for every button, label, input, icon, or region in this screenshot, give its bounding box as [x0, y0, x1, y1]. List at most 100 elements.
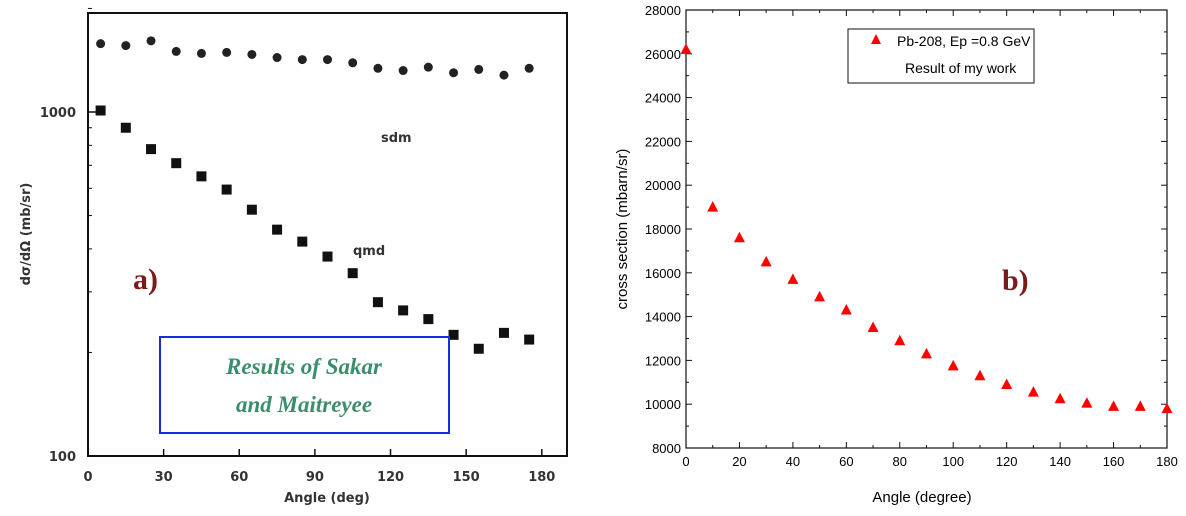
data-point-qmd — [347, 268, 358, 279]
data-point-triangle — [1134, 400, 1146, 411]
data-point-triangle — [760, 255, 772, 267]
note-line-1: Results of Sakar — [225, 354, 383, 379]
data-point-sdm — [121, 41, 131, 51]
data-point-triangle — [787, 273, 799, 284]
b-y-tick-label: 26000 — [645, 47, 681, 62]
data-point-sdm — [524, 63, 534, 73]
b-x-tick-label: 100 — [942, 454, 964, 469]
data-point-qmd — [246, 204, 257, 215]
panel-a-y-axis-label: dσ/dΩ (mb/sr) — [19, 183, 34, 286]
legend-box — [847, 28, 1035, 84]
data-point-qmd — [398, 305, 409, 316]
data-point-qmd — [473, 343, 484, 354]
b-x-tick-label: 120 — [996, 454, 1018, 469]
a-x-tick-label: 180 — [528, 470, 555, 485]
data-point-triangle — [1161, 402, 1173, 414]
data-point-qmd — [120, 122, 131, 133]
b-x-tick-label: 0 — [682, 454, 689, 469]
a-x-tick-label: 150 — [453, 470, 480, 485]
panel-a-plot-frame — [87, 12, 568, 457]
panel-b-tick-labels: 0 20 40 60 80 100 120 140 160 180 8000 10000 12000 14… — [645, 3, 1178, 469]
panel-a-tick-labels: 0 30 60 90 120 150 180 100 1000 — [40, 106, 556, 485]
b-x-tick-label: 20 — [732, 454, 746, 469]
data-point-sdm — [348, 58, 358, 68]
data-point-sdm — [196, 48, 206, 58]
legend-marker-triangle — [871, 34, 881, 44]
b-y-tick-label: 28000 — [645, 3, 681, 18]
b-y-tick-label: 14000 — [645, 310, 681, 325]
panel-a-ticks — [87, 7, 543, 457]
b-y-tick-label: 20000 — [645, 178, 681, 193]
a-x-tick-label: 30 — [155, 470, 173, 485]
data-point-sdm — [247, 49, 257, 59]
data-point-triangle — [974, 369, 986, 381]
b-x-tick-label: 60 — [839, 454, 853, 469]
b-x-tick-label: 40 — [786, 454, 800, 469]
b-x-tick-label: 180 — [1156, 454, 1178, 469]
b-x-tick-label: 80 — [893, 454, 907, 469]
a-x-tick-label: 90 — [306, 470, 324, 485]
b-y-tick-label: 24000 — [645, 91, 681, 106]
panel-a-label: a) — [133, 263, 158, 296]
a-y-tick-label: 100 — [49, 450, 76, 465]
panel-a-x-axis-label: Angle (deg) — [284, 491, 370, 506]
data-point-qmd — [297, 236, 308, 247]
a-x-tick-label: 0 — [83, 470, 92, 485]
panel-a-data-marks — [95, 36, 535, 354]
data-point-triangle — [707, 201, 719, 212]
data-point-sdm — [171, 46, 181, 56]
data-point-triangle — [1054, 392, 1066, 404]
data-point-qmd — [196, 171, 207, 182]
data-point-sdm — [423, 62, 433, 72]
data-point-sdm — [323, 55, 332, 65]
b-y-tick-label: 22000 — [645, 134, 681, 149]
data-point-qmd — [146, 144, 157, 155]
panel-b-data-marks — [680, 43, 1173, 414]
data-point-triangle — [867, 321, 879, 333]
panel-b-label: b) — [1002, 264, 1029, 297]
data-point-triangle — [1108, 400, 1120, 411]
data-point-sdm — [373, 63, 383, 73]
note-box — [159, 336, 450, 434]
a-x-tick-label: 120 — [377, 470, 404, 485]
series-label-sdm: sdm — [381, 131, 412, 146]
b-x-tick-label: 160 — [1103, 454, 1125, 469]
legend-entry-series: Pb-208, Ep =0.8 GeV — [897, 33, 1031, 49]
data-point-triangle — [1027, 386, 1039, 397]
b-x-tick-label: 140 — [1049, 454, 1071, 469]
series-label-qmd: qmd — [353, 244, 385, 259]
data-point-qmd — [524, 334, 535, 345]
panel-b-x-axis-label: Angle (degree) — [872, 489, 971, 506]
data-point-triangle — [680, 43, 692, 54]
data-point-triangle — [921, 347, 932, 359]
panel-b-ticks — [685, 9, 1168, 449]
panel-b-y-axis-label: cross section (mbarn/sr) — [614, 149, 631, 310]
data-point-qmd — [221, 184, 232, 195]
data-point-triangle — [733, 231, 745, 243]
a-x-tick-label: 60 — [230, 470, 248, 485]
data-point-sdm — [474, 64, 484, 74]
data-point-sdm — [499, 70, 509, 80]
data-point-sdm — [272, 53, 282, 63]
a-y-tick-label: 1000 — [40, 106, 76, 121]
data-point-qmd — [423, 314, 434, 325]
data-point-sdm — [449, 68, 459, 78]
data-point-sdm — [222, 47, 232, 57]
data-point-qmd — [498, 327, 509, 338]
data-point-triangle — [840, 304, 852, 315]
b-y-tick-label: 8000 — [652, 441, 681, 456]
b-y-tick-label: 12000 — [645, 353, 681, 368]
data-point-triangle — [947, 359, 959, 371]
data-point-triangle — [1001, 378, 1013, 389]
data-point-triangle — [894, 334, 906, 346]
b-y-tick-label: 18000 — [645, 222, 681, 237]
data-point-qmd — [272, 224, 283, 235]
data-point-sdm — [146, 36, 156, 46]
data-point-qmd — [372, 297, 383, 308]
data-point-sdm — [398, 66, 408, 76]
panel-b: 0 20 40 60 80 100 120 140 160 180 8000 10000 12000 14… — [614, 3, 1178, 506]
panel-b-legend: Pb-208, Ep =0.8 GeV Result of my work — [847, 28, 1035, 84]
note-line-2: and Maitreyee — [236, 392, 372, 417]
b-y-tick-label: 16000 — [645, 266, 681, 281]
